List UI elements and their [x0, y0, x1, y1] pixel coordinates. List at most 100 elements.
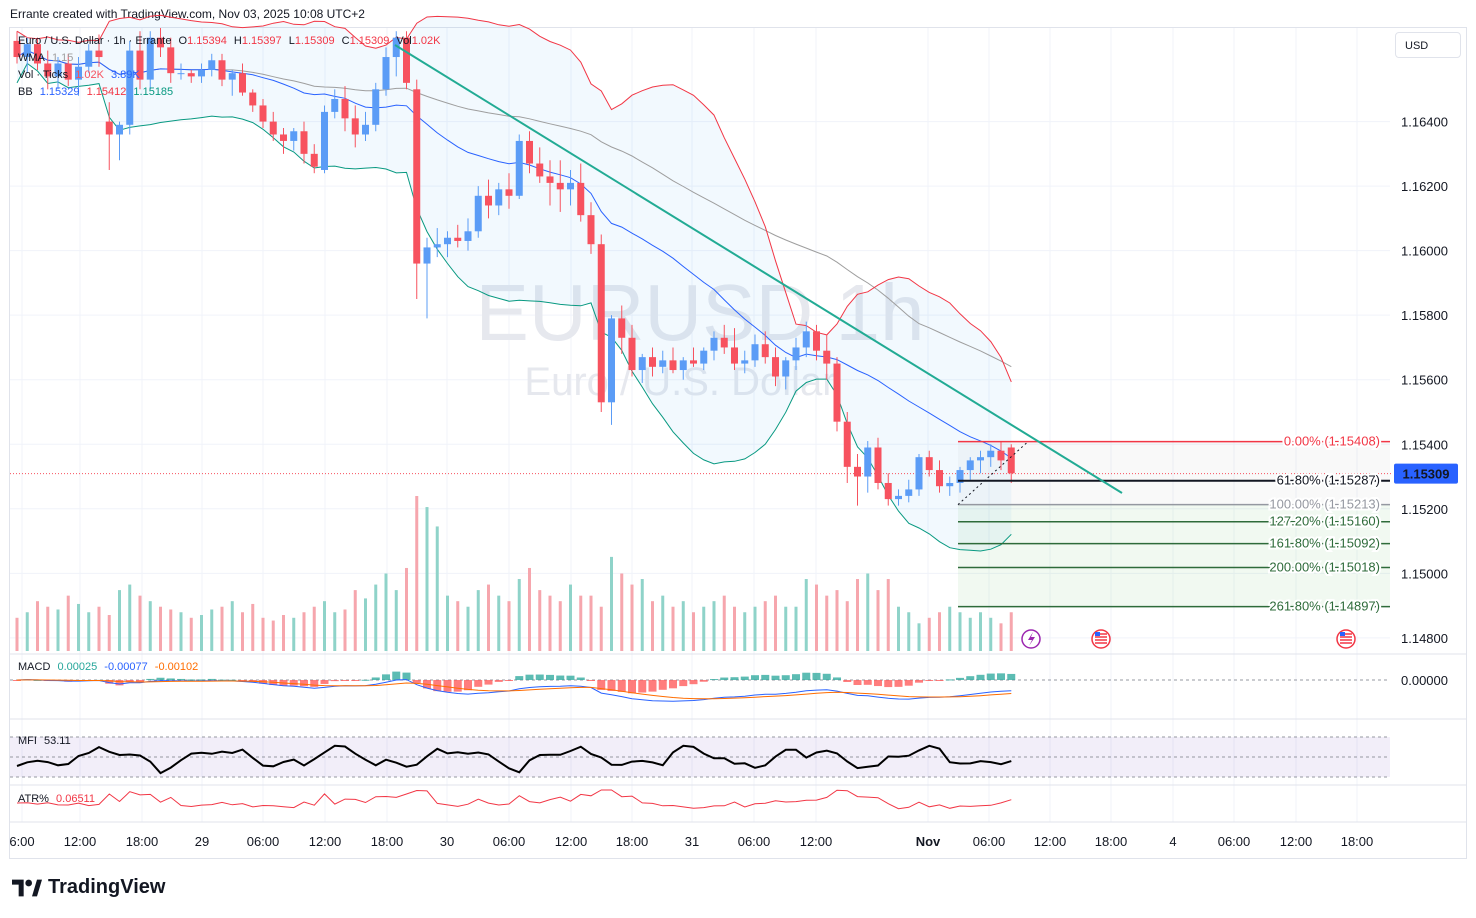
candle-53 [556, 160, 564, 212]
macd-histogram-bar-90 [935, 680, 944, 681]
candle-body-54 [567, 182, 574, 190]
descending-trendline [394, 44, 1123, 494]
bb-basis-line [16, 50, 1012, 459]
candle-78 [813, 324, 820, 361]
last-price-tag: 1.15309 [1394, 463, 1458, 484]
candle-89 [925, 450, 933, 477]
candle-body-84 [874, 447, 882, 483]
volume-bar-92 [958, 612, 962, 651]
candle-77 [802, 321, 810, 358]
volume-bar-89 [927, 617, 931, 651]
candle-48 [505, 173, 513, 209]
macd-histogram-bar-56 [587, 680, 595, 681]
fib-label-4: 161.80% (1.15092) [1269, 536, 1380, 551]
volume-bar-78 [815, 584, 818, 651]
candle-body-78 [813, 331, 820, 351]
candle-body-35 [372, 89, 380, 125]
macd-pane [10, 671, 1390, 702]
candle-57 [597, 234, 605, 412]
fib-label-6: 261.80% (1.14897) [1269, 599, 1380, 614]
chart-credit: Errante created with TradingView.com, No… [10, 7, 365, 21]
volume-bar-71 [743, 612, 747, 651]
macd-histogram-bar-21 [228, 679, 237, 681]
volume-bar-47 [497, 595, 501, 651]
candle-87 [905, 479, 913, 503]
candle-body-15 [167, 47, 175, 74]
candle-body-14 [157, 37, 164, 48]
macd-histogram-bar-39 [412, 680, 421, 683]
legend-atr[interactable]: ATR% 0.06511 [18, 793, 99, 805]
time-tick-5: 12:00 [309, 834, 342, 849]
candle-76 [792, 337, 800, 371]
volume-bar-75 [784, 606, 788, 651]
candle-67 [700, 347, 708, 371]
legend-vol-ticks[interactable]: Vol · Ticks 1.02K 3.89K [18, 69, 144, 81]
candle-body-69 [720, 337, 728, 348]
legend-bb[interactable]: BB 1.15329 1.15412 1.15185 [18, 86, 177, 98]
candle-69 [720, 324, 728, 354]
volume-bar-53 [558, 601, 562, 651]
volume-bar-69 [722, 595, 726, 651]
candle-15 [167, 37, 175, 83]
candle-44 [464, 218, 472, 251]
candle-body-21 [228, 73, 236, 80]
legend-wma[interactable]: WMA 1.15 [18, 52, 77, 64]
time-tick-0: 6:00 [9, 834, 34, 849]
candle-3 [44, 50, 52, 90]
candle-body-71 [741, 360, 749, 364]
volume-bar-6 [77, 603, 80, 651]
macd-histogram-bar-34 [361, 679, 370, 681]
macd-histogram-bar-91 [945, 679, 954, 681]
candle-55 [577, 163, 585, 222]
candle-body-17 [187, 73, 195, 77]
candle-59 [618, 305, 626, 354]
volume-bar-12 [138, 595, 142, 651]
currency-selector[interactable]: USD [1395, 32, 1461, 58]
macd-histogram-bar-81 [843, 680, 852, 682]
legend-macd-3: -0.00102 [154, 661, 199, 673]
candle-body-28 [300, 131, 308, 154]
macd-histogram-bar-89 [925, 680, 934, 681]
macd-histogram-bar-58 [607, 680, 616, 691]
time-tick-17: 18:00 [1095, 834, 1128, 849]
volume-bar-33 [353, 590, 357, 651]
candle-body-60 [628, 337, 636, 371]
macd-histogram-bar-29 [310, 680, 319, 687]
volume-bar-46 [487, 584, 490, 651]
legend-main[interactable]: Euro / U.S. Dollar · 1h · Errante O1.153… [18, 35, 444, 47]
candle-body-26 [280, 134, 287, 141]
candle-body-90 [936, 470, 943, 487]
tradingview-logo[interactable]: TradingView [12, 876, 165, 899]
macd-histogram-bar-86 [894, 680, 903, 687]
price-tick-0: 1.16400 [1401, 115, 1448, 130]
candle-22 [239, 63, 246, 96]
macd-histogram-bar-28 [300, 680, 308, 687]
macd-histogram-bar-50 [525, 674, 534, 680]
legend-macd[interactable]: MACD 0.00025 -0.00077 -0.00102 [18, 661, 202, 673]
volume-bar-34 [364, 598, 367, 651]
candle-27 [290, 128, 298, 151]
volume-bar-21 [230, 601, 234, 651]
candle-body-20 [218, 60, 226, 80]
candle-body-43 [454, 237, 462, 241]
candle-body-59 [618, 318, 626, 338]
candle-body-32 [341, 98, 349, 119]
legend-mfi[interactable]: MFI 53.11 [18, 735, 75, 747]
lightning-icon-bolt [1028, 632, 1035, 646]
volume-bar-13 [148, 601, 152, 651]
macd-histogram-bar-14 [156, 677, 165, 680]
candle-body-80 [833, 363, 841, 422]
candle-body-75 [782, 360, 790, 377]
candle-body-39 [413, 89, 421, 264]
atr-pane [16, 789, 1012, 810]
candle-body-79 [823, 350, 831, 364]
candle-body-22 [239, 73, 246, 93]
candle-body-63 [659, 360, 667, 367]
candle-71 [741, 350, 749, 374]
last-price-box [1394, 463, 1458, 484]
candle-body-18 [198, 69, 205, 77]
legend-symbol: Euro / U.S. Dollar · 1h · Errante [18, 35, 172, 47]
macd-histogram-bar-80 [833, 677, 841, 680]
candle-body-48 [505, 189, 513, 196]
